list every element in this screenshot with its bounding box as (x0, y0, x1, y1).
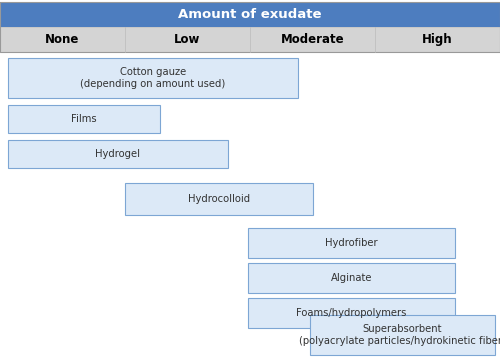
Bar (0, 2, 500, 27)
FancyBboxPatch shape (8, 58, 298, 98)
FancyBboxPatch shape (8, 105, 160, 133)
FancyBboxPatch shape (8, 140, 228, 168)
Text: Alginate: Alginate (331, 273, 372, 283)
Text: Hydrogel: Hydrogel (96, 149, 140, 159)
Bar (0, 2, 500, 52)
FancyBboxPatch shape (248, 228, 455, 258)
Text: Low: Low (174, 33, 201, 46)
Text: Films: Films (71, 114, 97, 124)
Text: Hydrofiber: Hydrofiber (325, 238, 378, 248)
FancyBboxPatch shape (248, 263, 455, 293)
Text: Moderate: Moderate (280, 33, 344, 46)
Text: Cotton gauze
(depending on amount used): Cotton gauze (depending on amount used) (80, 67, 226, 89)
Bar (0, 27, 500, 52)
Text: Hydrocolloid: Hydrocolloid (188, 194, 250, 204)
FancyBboxPatch shape (310, 315, 495, 355)
Text: Superabsorbent
(polyacrylate particles/hydrokinetic fiber): Superabsorbent (polyacrylate particles/h… (299, 324, 500, 346)
Text: High: High (422, 33, 453, 46)
FancyBboxPatch shape (125, 183, 313, 215)
Text: Foams/hydropolymers: Foams/hydropolymers (296, 308, 406, 318)
Text: None: None (46, 33, 80, 46)
FancyBboxPatch shape (248, 298, 455, 328)
Text: Amount of exudate: Amount of exudate (178, 8, 322, 21)
